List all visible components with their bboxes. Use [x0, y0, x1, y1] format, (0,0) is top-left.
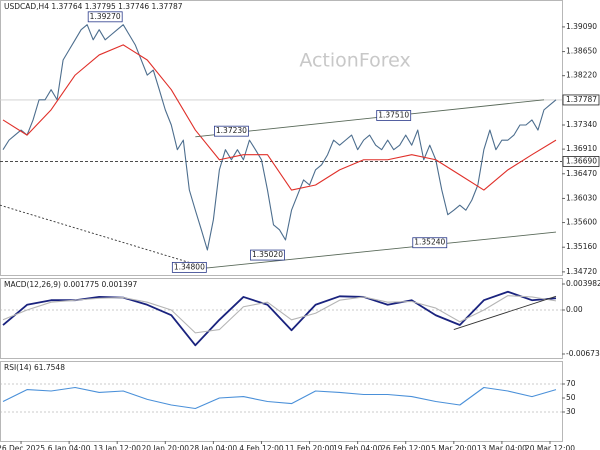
y-tick-label: 1.34720	[566, 267, 597, 276]
panel-title: MACD(12,26,9) 0.001775 0.001397	[4, 280, 138, 289]
x-tick-label: 28 Jan 04:00	[190, 444, 238, 450]
level-marker-label: 1.35020	[252, 250, 283, 259]
level-marker-label: 1.34800	[174, 262, 205, 271]
x-tick-label: 6 Jan 04:00	[48, 444, 91, 450]
x-tick-label: 4 Feb 12:00	[239, 444, 284, 450]
x-tick-label: 20 Mar 12:00	[525, 444, 575, 450]
price-label: 1.36690	[566, 156, 597, 165]
level-marker-box	[376, 110, 412, 121]
series-line	[2, 386, 557, 410]
panel-title: RSI(14) 61.7548	[4, 363, 65, 372]
watermark: ActionForex	[299, 50, 410, 72]
panel-frame	[0, 0, 563, 276]
y-tick-label: 50	[566, 393, 576, 402]
trendline	[0, 204, 208, 269]
y-tick-label: 0.003982	[566, 279, 600, 288]
y-tick-label: 1.36470	[566, 169, 597, 178]
y-tick-label: 1.36910	[566, 144, 597, 153]
y-tick-label: 1.37340	[566, 120, 597, 129]
x-tick-label: 26 Feb 12:00	[381, 444, 430, 450]
x-tick-label: 19 Feb 04:00	[333, 444, 382, 450]
level-marker-box	[87, 11, 123, 23]
level-marker-box	[171, 261, 207, 273]
y-tick-label: 1.39090	[566, 22, 597, 31]
series-line	[2, 295, 557, 334]
series-line	[2, 24, 557, 251]
level-marker-box	[412, 237, 448, 249]
x-tick-label: 13 Jan 12:00	[93, 444, 141, 450]
y-tick-label: 1.38220	[566, 71, 597, 80]
y-tick-label: 1.35160	[566, 242, 597, 251]
y-tick-label: -0.006737	[566, 349, 600, 358]
y-tick-label: 30	[566, 407, 576, 416]
level-marker-box	[250, 249, 285, 261]
x-tick-label: 20 Jan 20:00	[142, 444, 190, 450]
trendline	[195, 99, 545, 138]
price-label: 1.37787	[566, 95, 597, 104]
level-marker-box	[214, 125, 249, 137]
series-line	[2, 290, 557, 347]
level-marker-label: 1.37510	[378, 110, 409, 119]
y-tick-label: 1.36030	[566, 193, 597, 202]
y-tick-label: 0.00	[566, 305, 583, 314]
trendline	[207, 231, 557, 269]
y-tick-label: 1.38650	[566, 47, 597, 56]
level-marker-label: 1.37230	[216, 126, 247, 135]
x-tick-label: 11 Feb 20:00	[285, 444, 334, 450]
panel-frame	[0, 278, 563, 359]
series-line	[2, 44, 557, 191]
trendline	[453, 295, 557, 331]
y-tick-label: 1.35600	[566, 218, 597, 227]
price-label-box	[562, 94, 600, 106]
y-tick-label: 70	[566, 379, 576, 388]
x-tick-label: 13 Mar 04:00	[477, 444, 527, 450]
panel-title: USDCAD,H4 1.37764 1.37795 1.37746 1.3778…	[4, 2, 183, 11]
x-tick-label: 26 Dec 2025	[0, 444, 45, 450]
price-label-box	[562, 156, 600, 167]
panel-frame	[0, 361, 563, 442]
level-marker-label: 1.35240	[414, 238, 445, 247]
level-marker-label: 1.39270	[90, 12, 121, 21]
x-tick-label: 5 Mar 20:00	[431, 444, 477, 450]
